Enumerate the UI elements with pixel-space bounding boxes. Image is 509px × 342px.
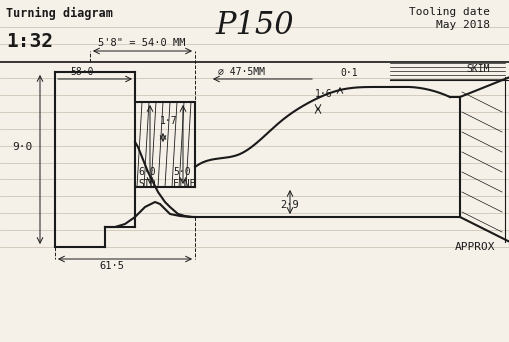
Text: 5·0
FINE: 5·0 FINE <box>173 167 196 188</box>
Text: 6·0
STD: 6·0 STD <box>138 167 155 188</box>
Text: 61·5: 61·5 <box>99 261 124 271</box>
Text: 0·1: 0·1 <box>340 68 357 78</box>
Text: 5'8" = 54·0 MM: 5'8" = 54·0 MM <box>98 38 185 48</box>
Text: Tooling date: Tooling date <box>408 7 489 17</box>
Text: 9·0: 9·0 <box>12 142 32 152</box>
Text: 1·7: 1·7 <box>160 116 177 126</box>
Text: 1·6: 1·6 <box>315 89 332 99</box>
Text: ∅ 47·5MM: ∅ 47·5MM <box>217 67 265 77</box>
Text: APPROX: APPROX <box>454 242 494 252</box>
Text: P150: P150 <box>215 10 294 41</box>
Text: Turning diagram: Turning diagram <box>6 7 112 20</box>
Text: 1:32: 1:32 <box>6 32 53 51</box>
Text: 2·9: 2·9 <box>280 200 299 210</box>
Text: May 2018: May 2018 <box>435 20 489 30</box>
Text: 58·0: 58·0 <box>70 67 93 77</box>
Text: SKIM: SKIM <box>466 64 489 74</box>
